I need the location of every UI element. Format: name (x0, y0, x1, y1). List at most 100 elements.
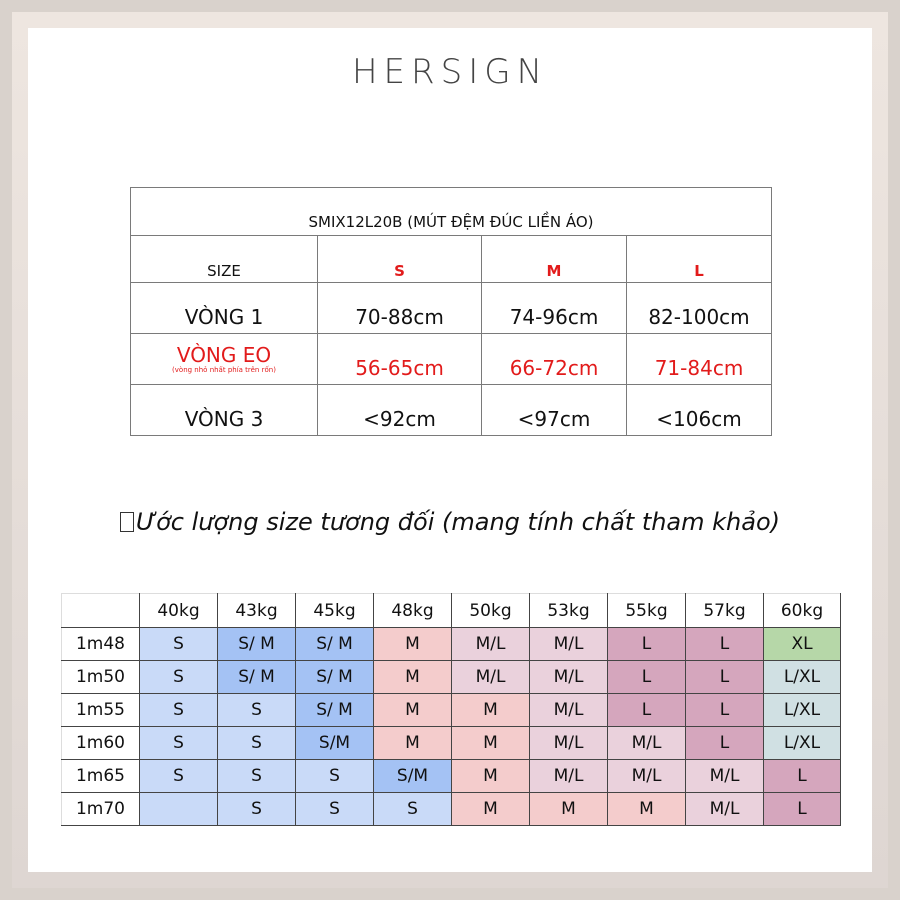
size-estimate-cell: M (373, 693, 452, 727)
size-estimate-cell: L (607, 693, 686, 727)
size-estimate-cell: S (217, 759, 296, 793)
estimate-row: 1m70 S S S M M M M/L L (61, 792, 841, 826)
value-vong1-s: 70-88cm (317, 282, 482, 334)
weight-header: 53kg (529, 593, 608, 628)
size-estimate-cell: S (295, 759, 374, 793)
size-col-l: L (626, 235, 772, 283)
estimate-row: 1m60 S S S/M M M M/L M/L L L/XL (61, 726, 841, 760)
size-estimate-cell: L (607, 660, 686, 694)
row-label-vongeo-cell: VÒNG EO (vòng nhỏ nhất phía trên rốn) (130, 333, 318, 385)
weight-header: 40kg (139, 593, 218, 628)
size-estimate-cell: S (373, 792, 452, 826)
height-label: 1m70 (61, 792, 140, 826)
size-table-title: SMIX12L20B (MÚT ĐỆM ĐÚC LIỀN ÁO) (130, 187, 772, 236)
estimate-note-text: Ước lượng size tương đối (mang tính chất… (135, 508, 781, 536)
row-label-vongeo: VÒNG EO (176, 343, 272, 367)
size-estimate-cell: L/XL (763, 660, 841, 694)
estimate-row: 1m50 S S/ M S/ M M M/L M/L L L L/XL (61, 660, 841, 694)
size-header-label: SIZE (130, 235, 318, 283)
size-estimate-cell: S (217, 693, 296, 727)
size-estimate-cell: S (139, 660, 218, 694)
height-label: 1m50 (61, 660, 140, 694)
size-estimate-cell: M/L (451, 627, 530, 661)
value-vong3-m: <97cm (481, 384, 627, 436)
size-estimate-cell: S/M (373, 759, 452, 793)
size-estimate-cell: S/ M (295, 693, 374, 727)
size-estimate-cell: M/L (607, 726, 686, 760)
size-estimate-cell: S (139, 759, 218, 793)
estimate-row: 1m48 S S/ M S/ M M M/L M/L L L XL (61, 627, 841, 661)
size-table: SMIX12L20B (MÚT ĐỆM ĐÚC LIỀN ÁO) SIZE S … (130, 187, 772, 436)
size-estimate-cell: M (373, 726, 452, 760)
size-estimate-cell: M (529, 792, 608, 826)
height-label: 1m65 (61, 759, 140, 793)
size-estimate-cell: M/L (685, 792, 764, 826)
weight-header: 60kg (763, 593, 841, 628)
size-col-m: M (481, 235, 627, 283)
row-note-vongeo: (vòng nhỏ nhất phía trên rốn) (172, 366, 276, 374)
measure-row-vong3: VÒNG 3 <92cm <97cm <106cm (130, 384, 772, 436)
size-header-row: SIZE S M L (130, 235, 772, 283)
size-estimate-cell: S (217, 726, 296, 760)
estimate-corner-cell (61, 593, 140, 628)
estimate-note: Ước lượng size tương đối (mang tính chất… (0, 508, 900, 536)
size-estimate-cell: S/M (295, 726, 374, 760)
measure-row-vong1: VÒNG 1 70-88cm 74-96cm 82-100cm (130, 282, 772, 334)
measure-row-vongeo: VÒNG EO (vòng nhỏ nhất phía trên rốn) 56… (130, 333, 772, 385)
value-vongeo-m: 66-72cm (481, 333, 627, 385)
size-estimate-cell: M (451, 693, 530, 727)
size-estimate-cell: S/ M (217, 660, 296, 694)
size-estimate-cell: M (451, 792, 530, 826)
size-col-s: S (317, 235, 482, 283)
weight-header: 55kg (607, 593, 686, 628)
size-estimate-cell: S (139, 693, 218, 727)
estimate-table: 40kg 43kg 45kg 48kg 50kg 53kg 55kg 57kg 60kg 1m4… (61, 593, 841, 826)
size-estimate-cell: M (373, 627, 452, 661)
size-estimate-cell (139, 792, 218, 826)
weight-header: 50kg (451, 593, 530, 628)
size-estimate-cell: L/XL (763, 693, 841, 727)
height-label: 1m48 (61, 627, 140, 661)
row-label-vong3: VÒNG 3 (130, 384, 318, 436)
size-estimate-cell: M/L (685, 759, 764, 793)
size-estimate-cell: M (451, 759, 530, 793)
size-estimate-cell: S (295, 792, 374, 826)
size-estimate-cell: M (451, 726, 530, 760)
size-estimate-cell: S/ M (217, 627, 296, 661)
size-estimate-cell: M/L (529, 660, 608, 694)
size-estimate-cell: S/ M (295, 627, 374, 661)
size-estimate-cell: S/ M (295, 660, 374, 694)
row-label-vong1: VÒNG 1 (130, 282, 318, 334)
size-estimate-cell: M/L (529, 759, 608, 793)
size-estimate-cell: S (217, 792, 296, 826)
brand-logo: HERSIGN (351, 52, 549, 92)
size-estimate-cell: S (139, 726, 218, 760)
weight-header: 45kg (295, 593, 374, 628)
note-box-icon (119, 512, 134, 532)
value-vong3-l: <106cm (626, 384, 772, 436)
size-estimate-cell: M/L (529, 627, 608, 661)
size-estimate-cell: M/L (607, 759, 686, 793)
weight-header: 48kg (373, 593, 452, 628)
size-estimate-cell: L (685, 660, 764, 694)
size-estimate-cell: M/L (529, 726, 608, 760)
value-vongeo-l: 71-84cm (626, 333, 772, 385)
weight-header: 57kg (685, 593, 764, 628)
size-estimate-cell: XL (763, 627, 841, 661)
value-vongeo-s: 56-65cm (317, 333, 482, 385)
size-estimate-cell: M/L (451, 660, 530, 694)
estimate-header-row: 40kg 43kg 45kg 48kg 50kg 53kg 55kg 57kg 60kg (61, 593, 841, 628)
value-vong1-m: 74-96cm (481, 282, 627, 334)
size-estimate-cell: M (373, 660, 452, 694)
size-estimate-cell: L (685, 726, 764, 760)
value-vong1-l: 82-100cm (626, 282, 772, 334)
size-estimate-cell: L (763, 759, 841, 793)
size-estimate-cell: L (685, 627, 764, 661)
value-vong3-s: <92cm (317, 384, 482, 436)
size-estimate-cell: L (685, 693, 764, 727)
size-estimate-cell: L (763, 792, 841, 826)
weight-header: 43kg (217, 593, 296, 628)
size-estimate-cell: L/XL (763, 726, 841, 760)
estimate-row: 1m55 S S S/ M M M M/L L L L/XL (61, 693, 841, 727)
size-estimate-cell: S (139, 627, 218, 661)
